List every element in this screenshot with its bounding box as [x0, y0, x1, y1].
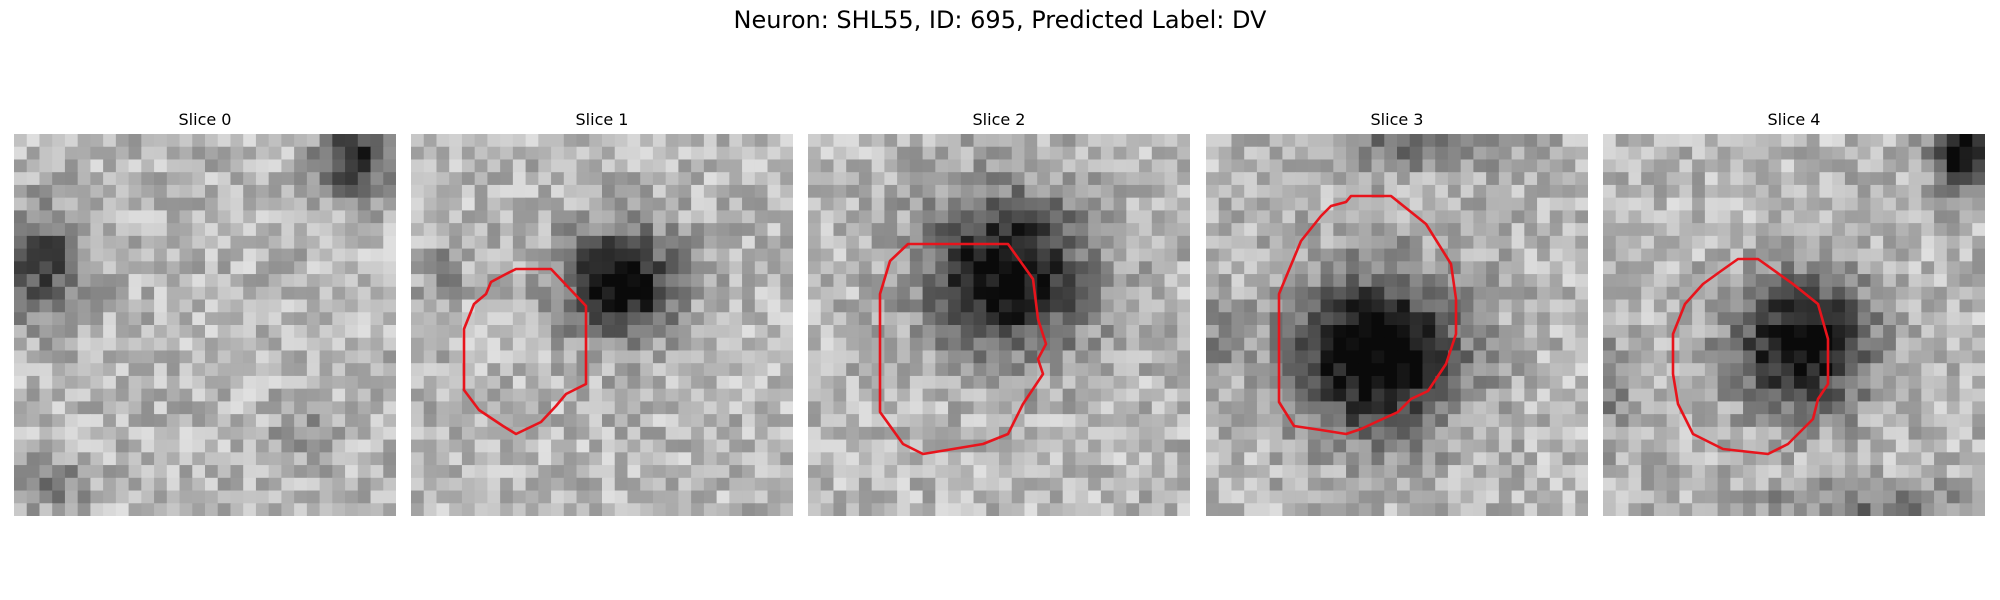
slice-4-title: Slice 4 — [1767, 110, 1821, 129]
segmentation-contour — [1671, 257, 1830, 456]
segmentation-contour — [462, 267, 588, 436]
slice-panel-3: Slice 3 — [1206, 108, 1588, 516]
slice-panel-2: Slice 2 — [808, 108, 1190, 516]
slice-4-image — [1603, 134, 1985, 516]
figure-title: Neuron: SHL55, ID: 695, Predicted Label:… — [733, 6, 1267, 34]
segmentation-contour — [878, 242, 1048, 456]
slice-2-title: Slice 2 — [972, 110, 1026, 129]
slice-0-image — [14, 134, 396, 516]
slice-1-image — [411, 134, 793, 516]
slice-panel-4: Slice 4 — [1603, 108, 1985, 516]
slice-3-title: Slice 3 — [1370, 110, 1424, 129]
slice-1-title: Slice 1 — [575, 110, 629, 129]
slice-panel-1: Slice 1 — [411, 108, 793, 516]
slice-3-image — [1206, 134, 1588, 516]
slice-panel-0: Slice 0 — [14, 108, 396, 516]
segmentation-contour — [1277, 194, 1458, 436]
slice-0-title: Slice 0 — [178, 110, 232, 129]
slice-2-image — [808, 134, 1190, 516]
